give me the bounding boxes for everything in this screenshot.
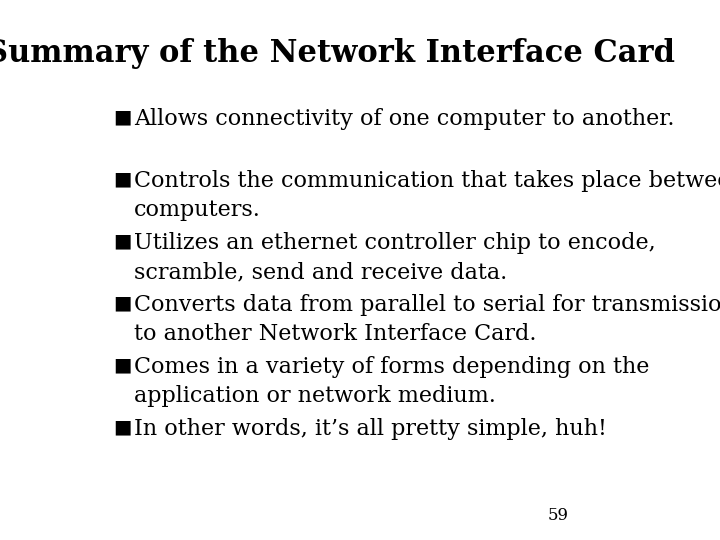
Text: Summary of the Network Interface Card: Summary of the Network Interface Card	[0, 38, 675, 69]
Text: ■: ■	[113, 170, 132, 188]
Text: 59: 59	[547, 507, 568, 524]
Text: Comes in a variety of forms depending on the
application or network medium.: Comes in a variety of forms depending on…	[135, 356, 649, 407]
Text: Allows connectivity of one computer to another.: Allows connectivity of one computer to a…	[135, 108, 675, 130]
Text: ■: ■	[113, 418, 132, 436]
Text: ■: ■	[113, 108, 132, 126]
Text: In other words, it’s all pretty simple, huh!: In other words, it’s all pretty simple, …	[135, 418, 607, 441]
Text: Controls the communication that takes place between
computers.: Controls the communication that takes pl…	[135, 170, 720, 221]
Text: ■: ■	[113, 294, 132, 312]
Text: ■: ■	[113, 232, 132, 250]
Text: ■: ■	[113, 356, 132, 374]
Text: Utilizes an ethernet controller chip to encode,
scramble, send and receive data.: Utilizes an ethernet controller chip to …	[135, 232, 656, 283]
Text: Converts data from parallel to serial for transmission
to another Network Interf: Converts data from parallel to serial fo…	[135, 294, 720, 345]
